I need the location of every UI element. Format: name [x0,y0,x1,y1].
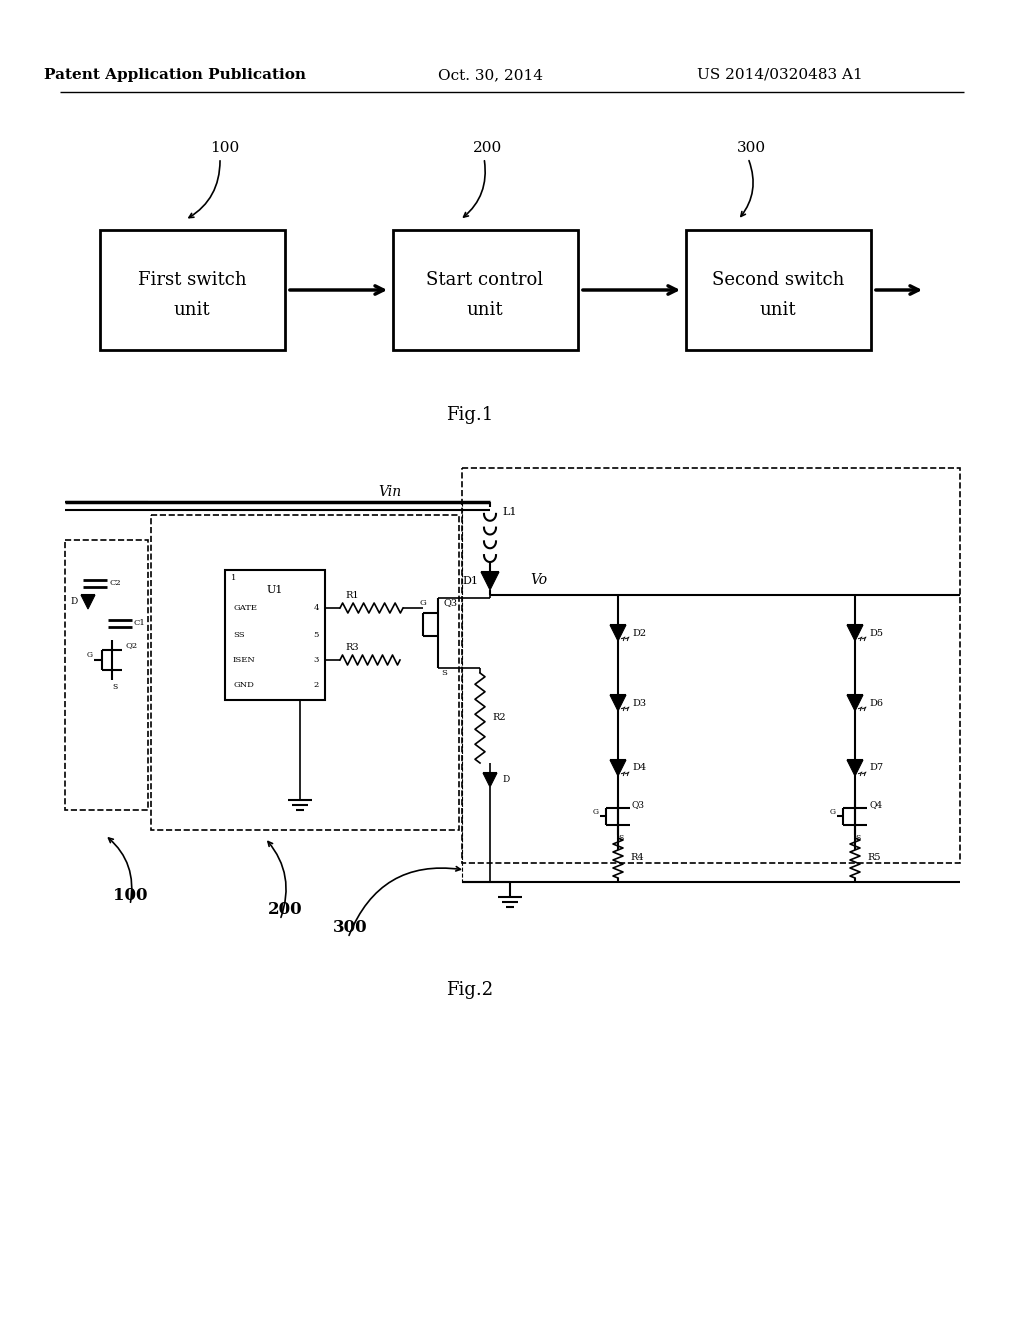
Text: 100: 100 [113,887,147,903]
Polygon shape [847,760,863,776]
Text: R4: R4 [630,854,644,862]
Text: 4: 4 [313,605,319,612]
Text: R3: R3 [345,644,358,652]
Text: G: G [419,599,426,607]
Text: 2: 2 [313,681,319,689]
Text: Second switch: Second switch [712,271,844,289]
Text: C2: C2 [109,579,121,587]
Text: 1: 1 [231,574,237,582]
Text: D2: D2 [632,628,646,638]
Text: D1: D1 [462,576,478,586]
Polygon shape [610,760,626,776]
Text: unit: unit [760,301,797,319]
Polygon shape [81,595,95,609]
Polygon shape [483,774,497,787]
Text: Q2: Q2 [125,642,137,649]
Bar [393,230,578,350]
Text: S: S [113,682,118,690]
Bar [65,540,148,810]
Text: Q3: Q3 [632,800,645,809]
Text: D7: D7 [869,763,883,772]
Text: Patent Application Publication: Patent Application Publication [44,69,306,82]
FancyArrowPatch shape [109,838,132,903]
Polygon shape [847,696,863,711]
Text: Fig.2: Fig.2 [446,981,494,999]
Text: 3: 3 [313,656,319,664]
FancyArrowPatch shape [741,161,753,216]
Text: D: D [71,598,78,606]
Text: 200: 200 [473,141,503,154]
Text: Start control: Start control [426,271,544,289]
Polygon shape [847,624,863,642]
Text: D3: D3 [632,698,646,708]
Text: R2: R2 [492,714,506,722]
FancyArrowPatch shape [268,842,286,917]
Text: 300: 300 [736,141,766,154]
Text: S: S [855,834,860,842]
FancyArrowPatch shape [464,161,485,216]
Text: R5: R5 [867,854,881,862]
Text: Vin: Vin [379,484,401,499]
Bar [100,230,285,350]
Text: S: S [441,669,446,677]
FancyArrowPatch shape [349,866,461,936]
Text: US 2014/0320483 A1: US 2014/0320483 A1 [697,69,863,82]
Text: D4: D4 [632,763,646,772]
Text: R1: R1 [345,591,358,601]
Text: GATE: GATE [233,605,257,612]
Text: C1: C1 [134,619,145,627]
Text: D6: D6 [869,698,883,708]
Polygon shape [610,624,626,642]
Text: G: G [593,808,599,816]
Polygon shape [610,696,626,711]
Text: Q4: Q4 [869,800,882,809]
Polygon shape [481,572,499,590]
Text: D: D [502,776,509,784]
Text: S: S [618,834,624,842]
Bar [225,570,325,700]
Text: Fig.1: Fig.1 [446,407,494,424]
Text: 300: 300 [333,920,368,936]
Text: G: G [830,808,836,816]
Text: unit: unit [467,301,504,319]
Text: Q3: Q3 [443,598,457,607]
Text: L1: L1 [502,507,516,517]
Text: First switch: First switch [137,271,247,289]
Text: 200: 200 [267,902,302,919]
Text: SS: SS [233,631,245,639]
Text: Oct. 30, 2014: Oct. 30, 2014 [437,69,543,82]
Text: Vo: Vo [530,573,547,587]
Text: unit: unit [174,301,210,319]
Text: 100: 100 [210,141,240,154]
FancyArrowPatch shape [189,161,220,218]
Bar [462,469,961,863]
Bar [686,230,871,350]
Text: D5: D5 [869,628,883,638]
Text: U1: U1 [267,585,284,595]
Bar [151,515,459,830]
Text: ISEN: ISEN [233,656,256,664]
Text: GND: GND [233,681,254,689]
Text: G: G [87,651,93,659]
Text: 5: 5 [313,631,319,639]
